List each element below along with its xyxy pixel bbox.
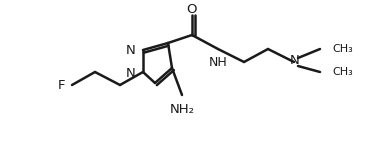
- Text: O: O: [187, 3, 197, 16]
- Text: N: N: [126, 66, 136, 79]
- Text: N: N: [126, 44, 136, 57]
- Text: F: F: [58, 78, 65, 91]
- Text: NH₂: NH₂: [169, 103, 195, 116]
- Text: N: N: [290, 53, 300, 66]
- Text: NH: NH: [208, 56, 227, 69]
- Text: CH₃: CH₃: [332, 44, 353, 54]
- Text: CH₃: CH₃: [332, 67, 353, 77]
